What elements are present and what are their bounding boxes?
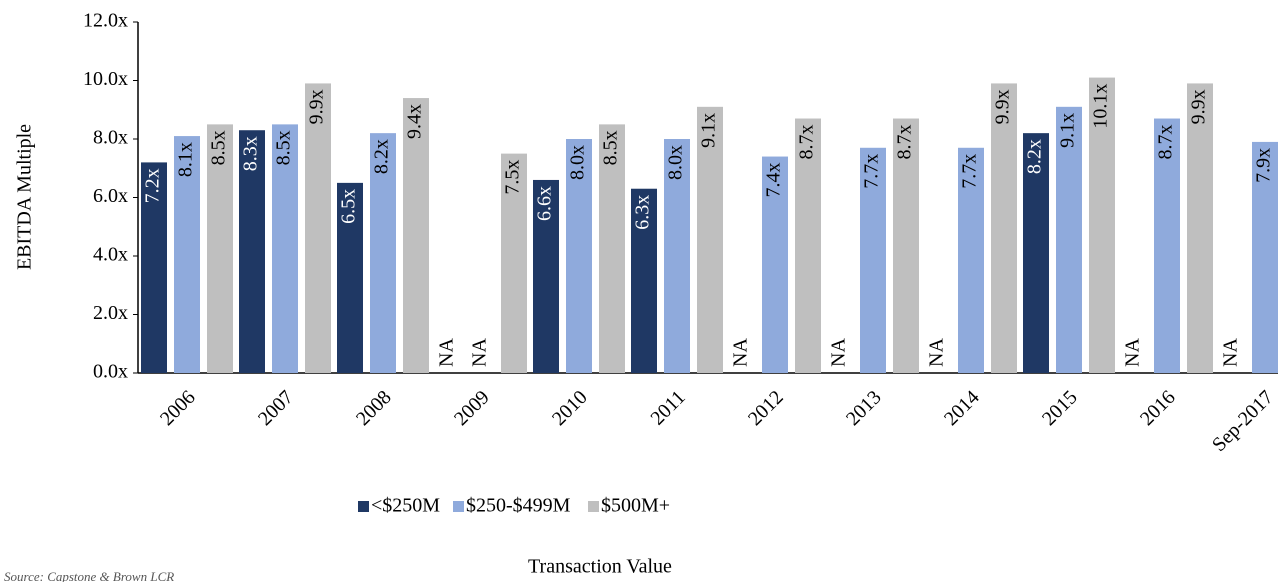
bar xyxy=(1154,118,1180,374)
value-label: 8.7x xyxy=(796,125,818,160)
bar xyxy=(1089,77,1115,373)
bar xyxy=(141,162,167,373)
x-tick-label: 2013 xyxy=(842,386,886,430)
bar xyxy=(860,147,886,373)
x-tick-label: 2006 xyxy=(156,386,200,430)
value-label: 6.3x xyxy=(632,195,654,230)
value-label: NA xyxy=(926,338,948,367)
y-tick-label: 6.0x xyxy=(93,185,128,207)
y-tick-label: 4.0x xyxy=(93,244,128,266)
value-label: 8.7x xyxy=(894,125,916,160)
value-label: 9.1x xyxy=(698,113,720,148)
value-label: 9.9x xyxy=(1188,89,1210,124)
value-label: NA xyxy=(469,338,491,367)
bar xyxy=(958,147,984,373)
value-label: 7.2x xyxy=(142,168,164,203)
bar xyxy=(566,139,592,373)
value-label: 8.3x xyxy=(240,136,262,171)
y-tick-label: 8.0x xyxy=(93,127,128,149)
bar xyxy=(795,118,821,374)
x-tick-label: 2011 xyxy=(646,386,689,429)
value-label: 7.7x xyxy=(861,154,883,189)
bar xyxy=(533,179,559,373)
bar xyxy=(1056,106,1082,373)
legend-swatch xyxy=(358,501,369,512)
y-tick-label: 12.0x xyxy=(83,10,128,32)
value-label: 9.4x xyxy=(404,104,426,139)
legend-swatch xyxy=(453,501,464,512)
value-label: 9.9x xyxy=(306,89,328,124)
value-label: 8.7x xyxy=(1155,125,1177,160)
value-label: 7.7x xyxy=(959,154,981,189)
x-tick-label: 2007 xyxy=(254,386,298,430)
value-label: 8.5x xyxy=(600,130,622,165)
value-label: NA xyxy=(436,338,458,367)
x-tick-label: 2008 xyxy=(352,386,396,430)
y-tick-label: 0.0x xyxy=(93,361,128,383)
legend-label: $250-$499M xyxy=(466,495,571,517)
bar xyxy=(599,124,625,373)
value-label: 6.5x xyxy=(338,189,360,224)
x-tick-label: 2010 xyxy=(548,386,592,430)
bar xyxy=(403,98,429,374)
value-label: NA xyxy=(1122,338,1144,367)
bar xyxy=(1187,83,1213,374)
value-label: NA xyxy=(730,338,752,367)
value-label: 7.9x xyxy=(1253,148,1275,183)
bar xyxy=(697,106,723,373)
value-label: 6.6x xyxy=(534,186,556,221)
bar xyxy=(762,156,788,373)
source: Source: Capstone & Brown LCR xyxy=(4,569,174,582)
bar xyxy=(337,182,363,373)
legend-label: $500M+ xyxy=(601,495,670,517)
value-label: NA xyxy=(1220,338,1242,367)
value-label: 8.0x xyxy=(665,145,687,180)
value-label: 8.1x xyxy=(175,142,197,177)
x-tick-label: 2012 xyxy=(744,386,788,430)
bar xyxy=(305,83,331,374)
x-tick-label: Sep-2017 xyxy=(1208,386,1278,456)
value-label: 8.2x xyxy=(1024,139,1046,174)
bar xyxy=(370,133,396,373)
bar xyxy=(239,130,265,373)
y-tick-label: 10.0x xyxy=(83,68,128,90)
value-label: 7.5x xyxy=(502,160,524,195)
value-label: 7.4x xyxy=(763,163,785,198)
x-tick-label: 2016 xyxy=(1136,386,1180,430)
value-label: 8.5x xyxy=(273,130,295,165)
bar xyxy=(174,136,200,373)
legend-label: <$250M xyxy=(371,495,440,517)
x-axis-title: Transaction Value xyxy=(528,556,672,578)
bar xyxy=(1023,133,1049,373)
bar xyxy=(893,118,919,374)
bar xyxy=(631,188,657,373)
x-tick-label: 2009 xyxy=(450,386,494,430)
legend-swatch xyxy=(588,501,599,512)
value-label: 8.5x xyxy=(208,130,230,165)
value-label: 10.1x xyxy=(1090,84,1112,129)
y-tick-label: 2.0x xyxy=(93,302,128,324)
x-tick-label: 2015 xyxy=(1038,386,1082,430)
x-tick-label: 2014 xyxy=(940,386,984,430)
value-label: 8.2x xyxy=(371,139,393,174)
bar xyxy=(272,124,298,373)
bar xyxy=(207,124,233,373)
value-label: 8.0x xyxy=(567,145,589,180)
value-label: 9.9x xyxy=(992,89,1014,124)
value-label: 9.1x xyxy=(1057,113,1079,148)
y-axis-title: EBITDA Multiple xyxy=(14,124,36,270)
bar xyxy=(1252,141,1278,373)
bar xyxy=(664,139,690,373)
bar xyxy=(501,153,527,373)
value-label: NA xyxy=(828,338,850,367)
bar xyxy=(991,83,1017,374)
